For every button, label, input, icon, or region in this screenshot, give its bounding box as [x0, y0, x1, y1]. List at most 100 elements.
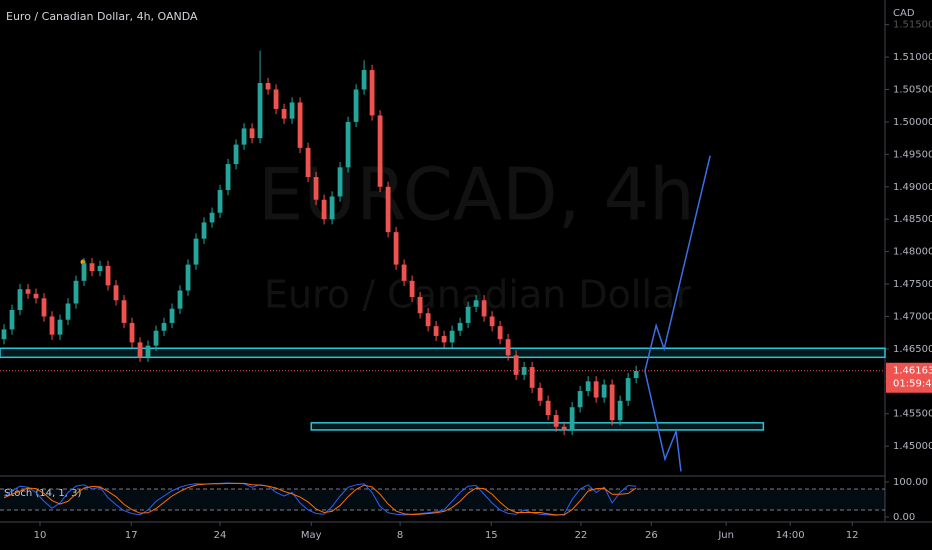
y-tick-label: 1.50500	[893, 84, 932, 95]
candle-body	[577, 391, 583, 408]
candle-body	[137, 342, 143, 357]
candle-body	[465, 306, 471, 323]
candle-body	[281, 108, 287, 119]
candle-body	[457, 322, 463, 331]
projection-line	[644, 370, 682, 472]
candle-body	[201, 222, 207, 239]
y-tick-label: 1.50000	[893, 117, 932, 128]
candle-body	[25, 289, 31, 294]
candle-body	[409, 280, 415, 298]
candle-body	[153, 330, 159, 346]
x-tick-label: Jun	[717, 530, 734, 541]
candle-body	[609, 384, 615, 421]
candle-body	[569, 407, 575, 430]
candle-body	[377, 115, 383, 187]
candle-body	[321, 199, 327, 220]
candle-body	[65, 303, 71, 320]
candle-body	[449, 330, 455, 343]
candle-body	[257, 83, 263, 139]
candle-body	[33, 293, 39, 299]
x-tick-label: 17	[125, 530, 138, 541]
y-tick-label: 1.46500	[893, 344, 932, 355]
candle-body	[481, 300, 487, 317]
candle-body	[297, 102, 303, 148]
watermark: EURCAD, 4h	[258, 153, 695, 237]
current-price-label: 1.46163	[893, 366, 932, 377]
y-tick-label: 1.47500	[893, 279, 932, 290]
stoch-band-fill	[0, 489, 885, 510]
candle-body	[273, 89, 279, 109]
y-tick-label: 1.48500	[893, 214, 932, 225]
y-tick-label: 1.51500	[893, 20, 932, 31]
candle-body	[169, 308, 175, 323]
candle-body	[1, 329, 7, 340]
candle-body	[145, 345, 151, 357]
stoch-label: Stoch (14, 1, 3)	[4, 488, 81, 499]
candle-body	[121, 300, 127, 323]
candle-body	[249, 128, 255, 139]
countdown: 01:59:45	[893, 379, 932, 390]
watermark-subtitle: Euro / Canadian Dollar	[264, 273, 691, 317]
candle-body	[585, 381, 591, 392]
candle-body	[113, 285, 119, 301]
candle-body	[241, 128, 247, 145]
y-tick-label: 1.47000	[893, 311, 932, 322]
x-tick-label: May	[301, 530, 322, 541]
y-tick-label: 1.45000	[893, 441, 932, 452]
candle-body	[553, 415, 559, 427]
y-tick-label: 1.45500	[893, 409, 932, 420]
x-tick-label: 22	[575, 530, 588, 541]
candle-body	[473, 300, 479, 307]
projection-line	[644, 155, 711, 372]
candle-body	[9, 309, 15, 330]
candle-body	[345, 121, 351, 168]
candle-body	[601, 384, 607, 398]
candle-body	[17, 289, 23, 310]
x-tick-label: 8	[397, 530, 403, 541]
current-price-tag	[886, 362, 932, 393]
candle-body	[401, 264, 407, 281]
candle-body	[369, 70, 375, 116]
candle-body	[41, 298, 47, 317]
candle-body	[97, 265, 103, 272]
candle-body	[177, 290, 183, 309]
candle-body	[489, 316, 495, 327]
stoch-line	[3, 482, 637, 516]
candle-body	[385, 186, 391, 233]
candle-body	[305, 147, 311, 178]
candle-body	[505, 339, 511, 356]
candle-body	[497, 326, 503, 340]
candle-body	[89, 263, 95, 272]
candle-body	[313, 177, 319, 200]
candle-body	[393, 232, 399, 265]
candle-body	[545, 400, 551, 416]
candle-body	[57, 319, 63, 335]
candle-body	[417, 297, 423, 314]
candle-body	[217, 190, 223, 213]
candle-body	[193, 238, 199, 265]
candle-body	[441, 335, 447, 343]
x-tick-label: 26	[645, 530, 658, 541]
candle-body	[329, 196, 335, 220]
x-tick-label: 15	[485, 530, 498, 541]
y-tick-label: 1.48000	[893, 247, 932, 258]
candle-body	[529, 367, 535, 388]
zone	[310, 422, 765, 431]
candle-body	[185, 264, 191, 291]
candle-body	[561, 426, 567, 430]
zone	[0, 347, 886, 359]
chart-title: Euro / Canadian Dollar, 4h, OANDA	[6, 10, 198, 23]
candle-body	[537, 387, 543, 401]
candle-body	[289, 102, 295, 119]
x-tick-label: 12	[846, 530, 859, 541]
y-tick-label: 1.51000	[893, 52, 932, 63]
stoch-tick-label: 0.00	[893, 512, 915, 523]
candle-body	[73, 280, 79, 304]
x-tick-label: 24	[214, 530, 227, 541]
candle-body	[105, 265, 111, 286]
candle-body	[233, 144, 239, 165]
candle-body	[81, 263, 87, 281]
candle-body	[617, 400, 623, 421]
